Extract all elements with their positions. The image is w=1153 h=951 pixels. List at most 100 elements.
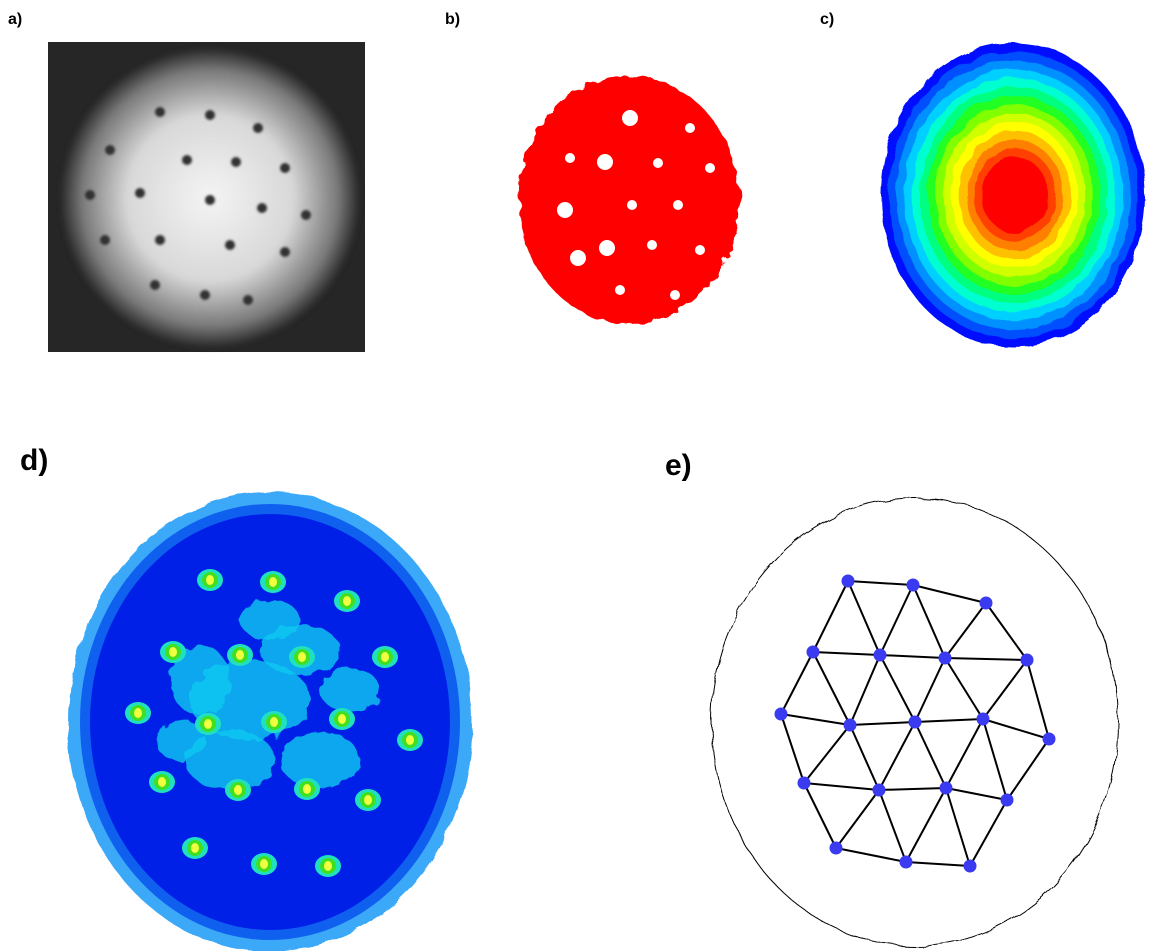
mesh-node: [797, 776, 811, 790]
mesh-edge: [780, 713, 805, 784]
mesh-node: [1042, 732, 1056, 746]
mesh-node: [829, 841, 843, 855]
panel-d: [68, 492, 472, 951]
mesh-edge: [914, 721, 947, 789]
spot: [231, 157, 241, 167]
spot: [225, 240, 235, 250]
spot: [280, 247, 290, 257]
spot-core: [234, 785, 242, 795]
panel-label: d): [20, 444, 48, 477]
mesh-edge: [985, 602, 1028, 661]
mesh-node: [963, 859, 977, 873]
mesh-node: [939, 781, 953, 795]
mesh-node: [843, 718, 857, 732]
mesh-edge: [803, 724, 851, 784]
bright-spots: [125, 569, 423, 877]
spot: [301, 210, 311, 220]
spot-core: [298, 652, 306, 662]
mesh-node: [1000, 793, 1014, 807]
mesh-edge: [912, 584, 946, 659]
mesh-edge: [878, 789, 907, 863]
mesh-edge: [905, 861, 971, 867]
spot-core: [169, 647, 177, 657]
spot-core: [158, 777, 166, 787]
mesh-edge: [803, 782, 880, 791]
contour-band: [982, 157, 1048, 233]
mesh-edge: [847, 580, 881, 656]
hole: [653, 158, 663, 168]
hole: [647, 240, 657, 250]
mesh-edge: [982, 718, 1008, 801]
mesh-node: [906, 578, 920, 592]
mesh-edge: [945, 787, 971, 867]
mesh-edge: [982, 718, 1050, 740]
spot-core: [364, 795, 372, 805]
hole: [673, 200, 683, 210]
hole: [670, 290, 680, 300]
mesh-node: [938, 651, 952, 665]
spot: [205, 110, 215, 120]
mesh-edge: [879, 654, 946, 659]
spot: [100, 235, 110, 245]
panel-b: [519, 76, 739, 324]
mesh-node: [976, 712, 990, 726]
hole: [622, 110, 638, 126]
spot: [280, 163, 290, 173]
mesh-edge: [849, 724, 880, 791]
spot: [85, 190, 95, 200]
mesh-node: [1020, 653, 1034, 667]
panel-label: b): [445, 11, 460, 28]
mesh-edge: [879, 654, 916, 723]
patch: [155, 720, 205, 760]
mesh-node: [872, 783, 886, 797]
hole: [695, 245, 705, 255]
mesh-edge: [812, 651, 851, 726]
mesh-edge: [905, 787, 947, 863]
panel-c: [881, 43, 1145, 347]
mesh-edge: [944, 657, 1028, 661]
mesh-edge: [849, 721, 916, 726]
spot: [150, 280, 160, 290]
mesh-edge: [944, 657, 984, 720]
panel-e: [711, 497, 1119, 947]
spot-core: [206, 575, 214, 585]
panel-a: [48, 42, 365, 352]
mesh-edge: [878, 787, 947, 791]
mesh-edge: [879, 584, 914, 656]
mesh-edge: [812, 651, 881, 656]
mesh-edge: [914, 718, 984, 723]
patch: [185, 730, 275, 790]
spot-core: [343, 596, 351, 606]
hole: [627, 200, 637, 210]
spot: [253, 123, 263, 133]
spot-core: [324, 861, 332, 871]
spot: [155, 107, 165, 117]
panel-label: a): [8, 11, 22, 28]
spot-core: [204, 719, 212, 729]
spot-core: [269, 577, 277, 587]
patch: [240, 600, 300, 640]
mesh-node: [806, 645, 820, 659]
mesh-edge: [969, 799, 1008, 867]
spot-core: [406, 735, 414, 745]
mesh-edge: [803, 782, 837, 849]
hole: [599, 240, 615, 256]
patch: [280, 732, 360, 788]
spot: [257, 203, 267, 213]
mesh-edge: [812, 580, 849, 653]
mesh-edge: [835, 847, 907, 863]
spot: [182, 155, 192, 165]
mesh-edge: [780, 713, 851, 726]
mesh-edge: [914, 657, 946, 723]
spot-core: [191, 843, 199, 853]
spot-core: [338, 714, 346, 724]
mesh-edge: [847, 580, 914, 586]
mesh-edge: [945, 787, 1008, 801]
mesh-node: [841, 574, 855, 588]
mesh-edge: [835, 789, 880, 849]
spot: [105, 145, 115, 155]
spot: [243, 295, 253, 305]
holes: [557, 110, 715, 300]
hole: [570, 250, 586, 266]
